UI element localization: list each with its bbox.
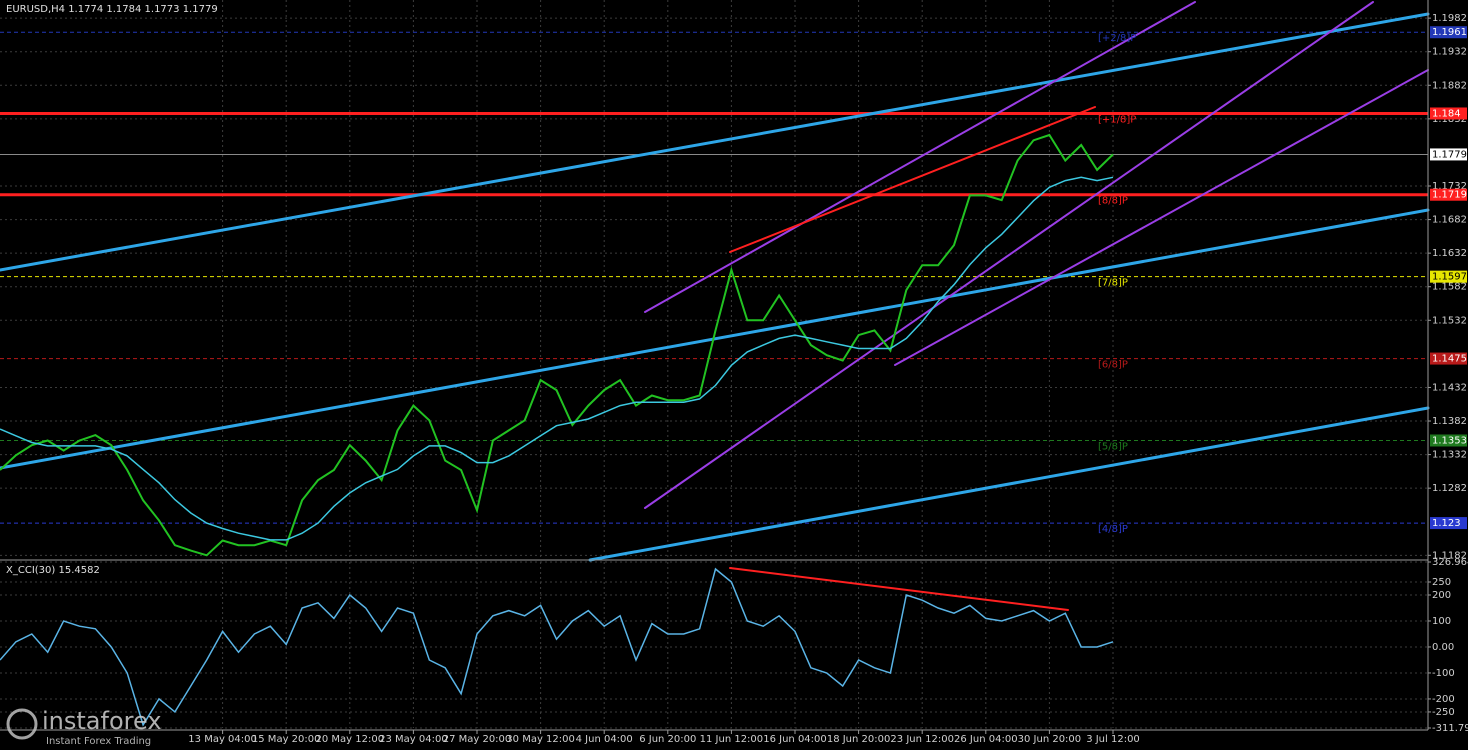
level-price: 1.1353	[1432, 435, 1467, 446]
x-tick-label: 20 May 12:00	[316, 734, 385, 745]
x-tick-label: 26 Jun 04:00	[954, 734, 1018, 745]
y-tick-label: 1.1282	[1432, 483, 1467, 494]
x-tick-label: 4 Jun 04:00	[576, 734, 633, 745]
y-tick-label: -200	[1432, 694, 1455, 705]
y-tick-label: 1.1532	[1432, 315, 1467, 326]
y-tick-label: 1.1682	[1432, 215, 1467, 226]
watermark-tagline: Instant Forex Trading	[46, 736, 151, 747]
level-price-box	[1430, 352, 1467, 365]
level-price: 1.1961	[1432, 27, 1467, 38]
level-layer	[0, 31, 1428, 524]
label-layer: 1.19821.19321.18821.18321.17321.16821.16…	[188, 13, 1468, 745]
x-tick-label: 23 May 04:00	[379, 734, 448, 745]
level-name: [+2/8]P	[1098, 33, 1136, 44]
level-price-box	[1430, 188, 1467, 201]
level-price-box	[1430, 107, 1467, 120]
resistance-line	[729, 106, 1096, 253]
level-price-box	[1430, 434, 1467, 447]
x-tick-label: 18 Jun 20:00	[827, 734, 891, 745]
y-tick-label: 1.1182	[1432, 550, 1467, 561]
y-tick-label: 100	[1432, 616, 1451, 627]
y-tick-label: 200	[1432, 590, 1451, 601]
x-tick-label: 16 Jun 04:00	[763, 734, 827, 745]
x-tick-label: 23 Jun 12:00	[890, 734, 954, 745]
level-price: 1.1475	[1432, 354, 1467, 365]
level-price-box	[1430, 26, 1467, 39]
y-tick-label: 1.1582	[1432, 282, 1467, 293]
y-tick-label: 1.1632	[1432, 248, 1467, 259]
y-tick-label: 1.1932	[1432, 47, 1467, 58]
level-name: [8/8]P	[1098, 196, 1128, 207]
data-layer	[0, 133, 1114, 727]
x-tick-label: 6 Jun 20:00	[639, 734, 696, 745]
y-tick-label: 250	[1432, 577, 1451, 588]
level-price: 1.184	[1432, 108, 1461, 119]
channel-line	[644, 1, 1374, 509]
trend-line	[588, 406, 1430, 562]
watermark: instaforex Instant Forex Trading	[6, 707, 162, 747]
watermark-logo	[6, 708, 38, 740]
y-tick-label: 326.9647	[1432, 557, 1468, 568]
x-tick-label: 3 Jul 12:00	[1086, 734, 1140, 745]
level-price-box	[1430, 517, 1467, 530]
level-name: [4/8]P	[1098, 524, 1128, 535]
x-tick-label: 11 Jun 12:00	[700, 734, 764, 745]
last-price: 1.1779	[1432, 149, 1467, 160]
level-price: 1.123	[1432, 518, 1461, 529]
y-tick-label: -100	[1432, 668, 1455, 679]
y-tick-label: 0.00	[1432, 642, 1454, 653]
x-tick-label: 30 Jun 20:00	[1018, 734, 1082, 745]
y-tick-label: -311.798	[1432, 723, 1468, 734]
y-tick-label: 1.1332	[1432, 450, 1467, 461]
level-price: 1.1597	[1432, 272, 1467, 283]
y-tick-label: 1.1982	[1432, 13, 1467, 24]
channel-line	[644, 1, 1196, 313]
series-line	[0, 133, 1114, 557]
level-name: [5/8]P	[1098, 441, 1128, 452]
level-name: [7/8]P	[1098, 278, 1128, 289]
y-tick-label: 1.1882	[1432, 80, 1467, 91]
divergence-line	[729, 567, 1069, 611]
x-tick-label: 27 May 20:00	[443, 734, 512, 745]
level-name: [6/8]P	[1098, 360, 1128, 371]
series-line	[0, 176, 1114, 541]
x-tick-label: 30 May 12:00	[506, 734, 575, 745]
series-line	[0, 567, 1114, 727]
x-tick-label: 13 May 04:00	[188, 734, 257, 745]
trend-line	[0, 12, 1430, 272]
chart-title: EURUSD,H4 1.1774 1.1784 1.1773 1.1779	[6, 4, 218, 15]
x-tick-label: 15 May 20:00	[252, 734, 321, 745]
level-name: [+1/8]P	[1098, 114, 1136, 125]
level-price: 1.1719	[1432, 190, 1467, 201]
watermark-brand: instaforex	[42, 707, 162, 735]
channel-line	[894, 69, 1429, 366]
y-tick-label: 1.1382	[1432, 416, 1467, 427]
indicator-title: X_CCI(30) 15.4582	[6, 565, 100, 576]
y-tick-label: -250	[1432, 707, 1455, 718]
level-price-box	[1430, 270, 1467, 283]
last-price-box	[1430, 148, 1467, 161]
y-tick-label: 1.1432	[1432, 382, 1467, 393]
y-tick-label: 1.1732	[1432, 181, 1467, 192]
